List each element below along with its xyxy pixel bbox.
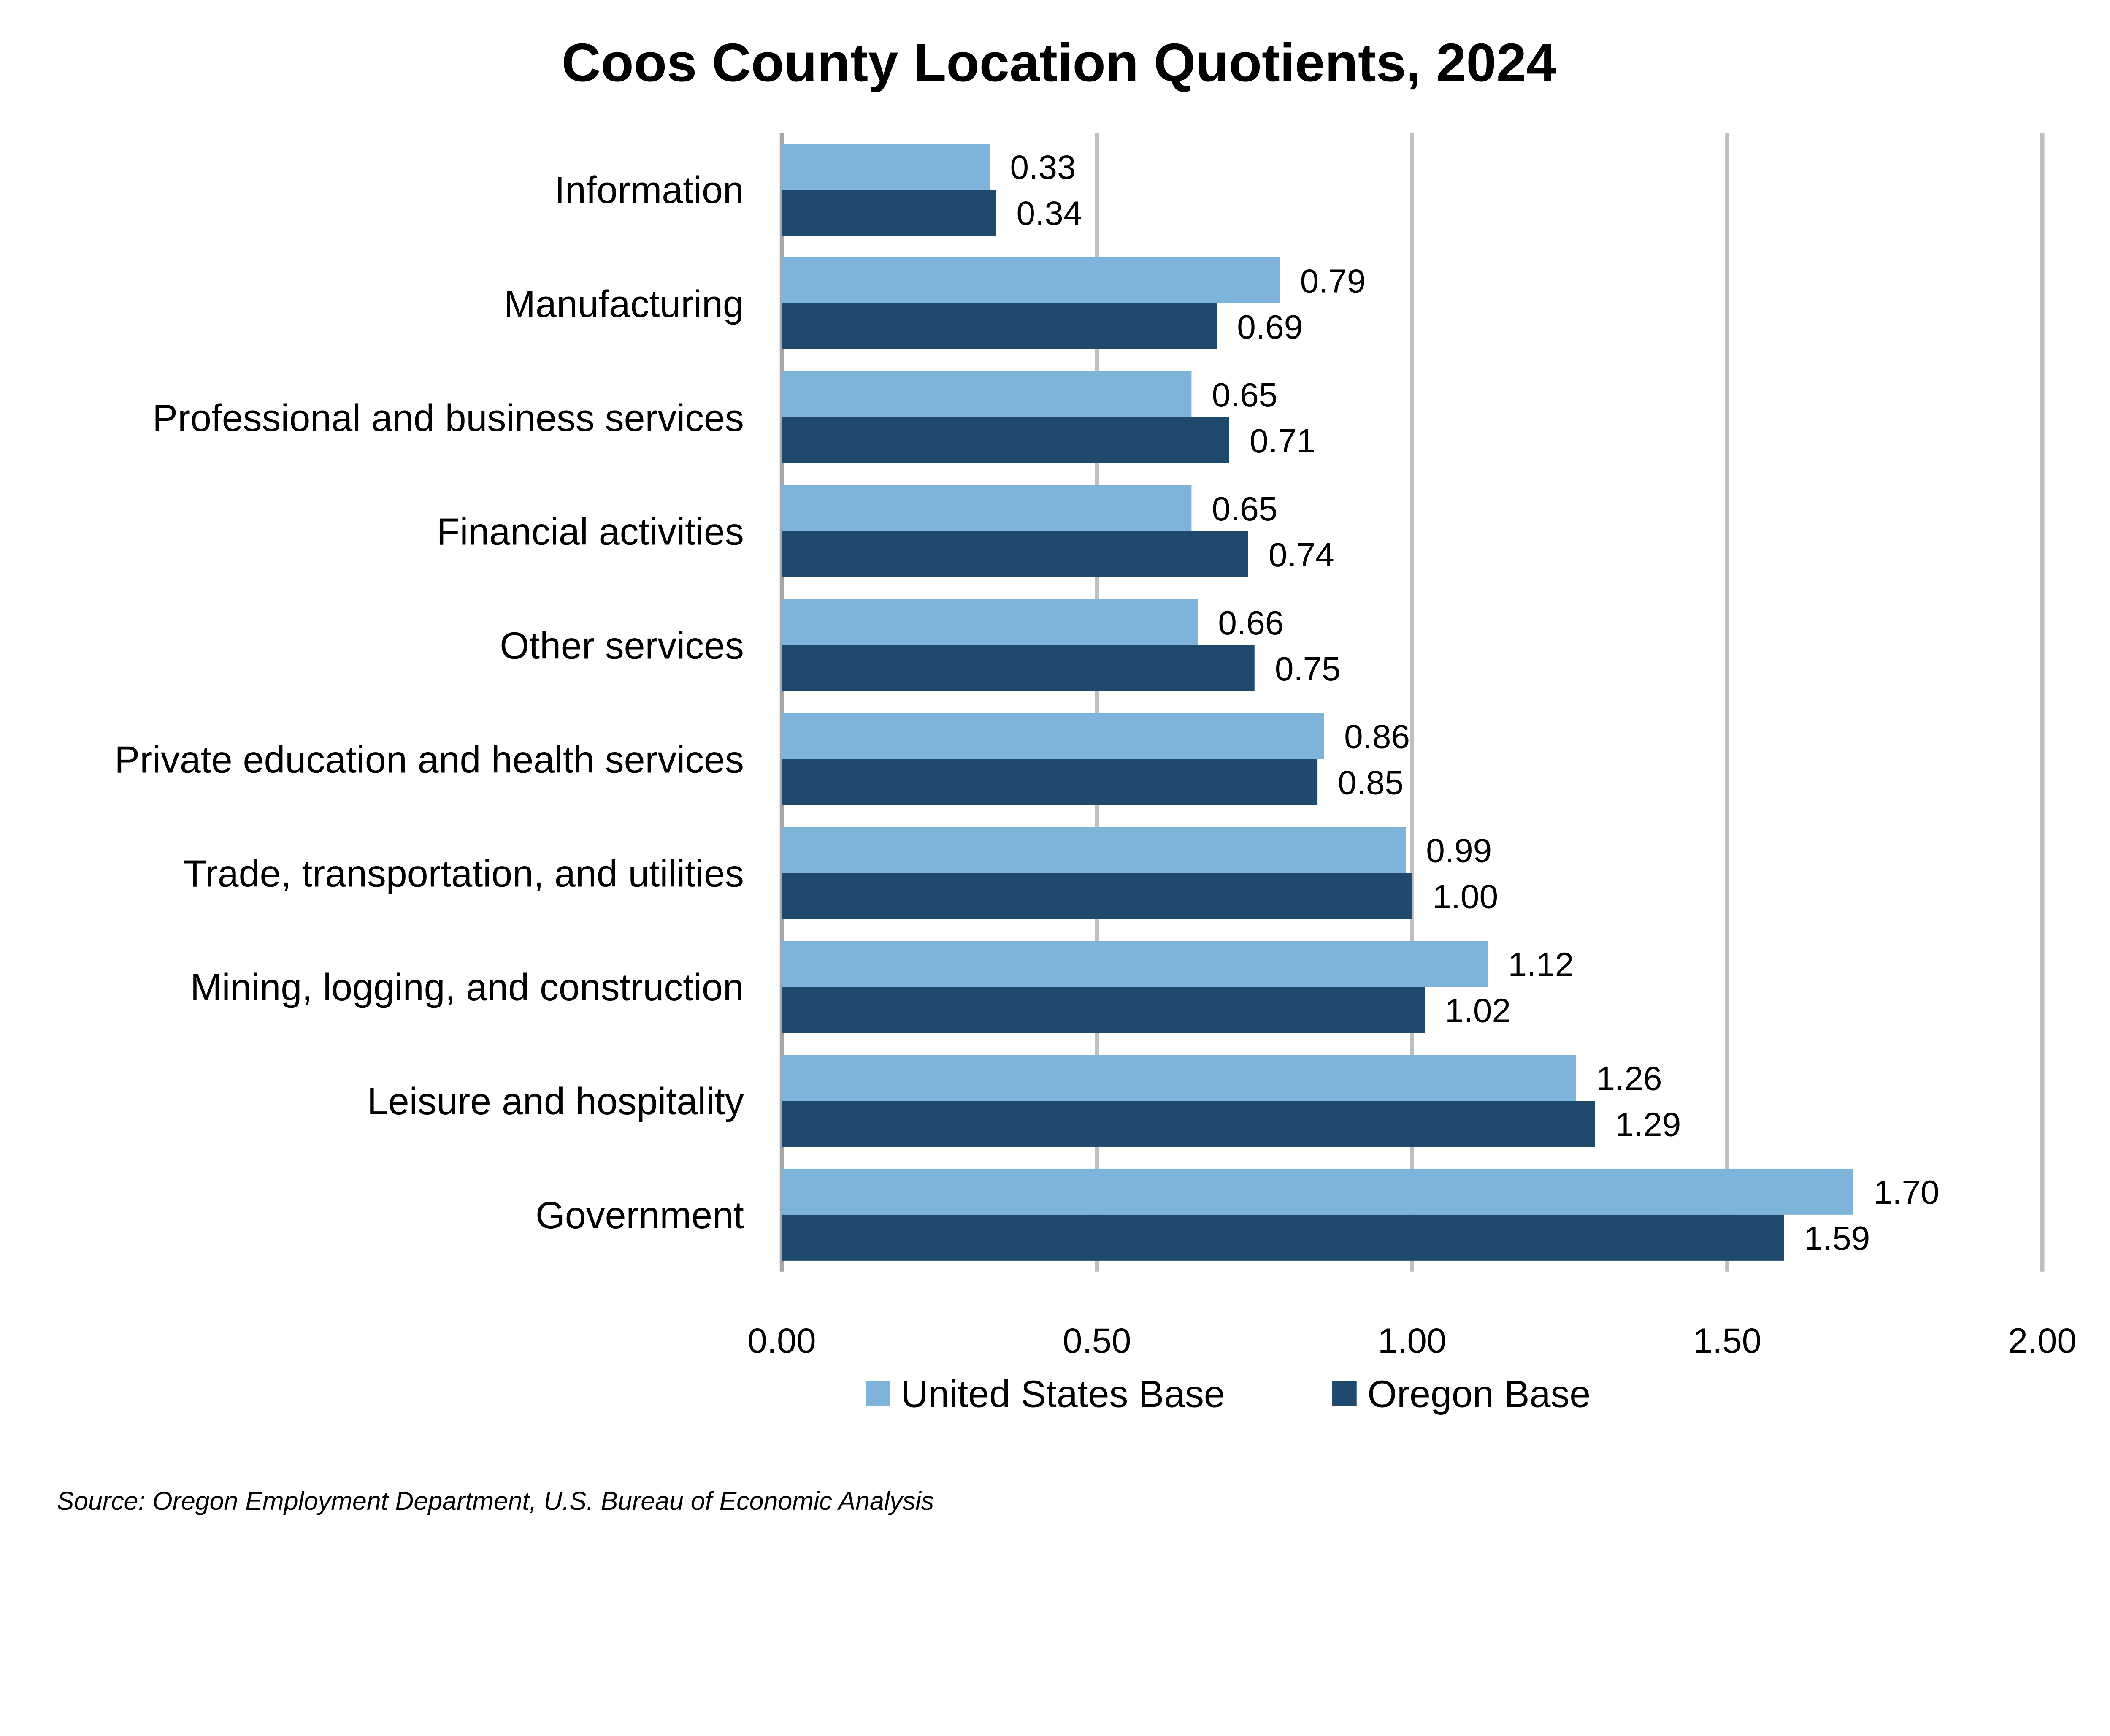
legend-swatch: [866, 1381, 890, 1406]
x-tick-label: 0.50: [1063, 1321, 1131, 1360]
data-label: 1.12: [1508, 945, 1574, 983]
data-label: 0.99: [1426, 831, 1492, 869]
data-label: 0.33: [1010, 148, 1076, 186]
data-label: 0.34: [1016, 194, 1082, 232]
source-note: Source: Oregon Employment Department, U.…: [57, 1487, 934, 1515]
category-label: Leisure and hospitality: [367, 1081, 744, 1123]
legend-swatch: [1332, 1381, 1357, 1406]
data-label: 1.29: [1615, 1105, 1681, 1143]
bar: [782, 759, 1318, 805]
data-label: 0.85: [1338, 764, 1404, 802]
category-label: Information: [555, 169, 744, 211]
data-label: 1.26: [1596, 1059, 1662, 1097]
category-label: Mining, logging, and construction: [190, 967, 744, 1009]
data-label: 1.00: [1432, 877, 1498, 915]
bar: [782, 987, 1425, 1033]
category-label: Manufacturing: [504, 283, 744, 325]
data-label: 0.71: [1250, 422, 1315, 460]
x-tick-label: 2.00: [2008, 1321, 2077, 1360]
data-label: 0.69: [1237, 308, 1303, 346]
category-label: Professional and business services: [152, 397, 744, 439]
category-label: Private education and health services: [114, 739, 744, 781]
data-label: 0.74: [1269, 536, 1334, 574]
data-label: 0.79: [1300, 262, 1366, 300]
bar: [782, 144, 990, 190]
data-label: 1.02: [1445, 991, 1511, 1029]
bar: [782, 531, 1248, 577]
bar-chart: Coos County Location Quotients, 2024 0.3…: [57, 32, 2077, 1515]
bar: [782, 645, 1255, 691]
category-label: Government: [536, 1194, 744, 1237]
bar: [782, 371, 1192, 417]
bar: [782, 1168, 1853, 1215]
bar: [782, 417, 1230, 463]
x-tick-label: 1.00: [1378, 1321, 1446, 1360]
data-label: 0.86: [1344, 718, 1410, 756]
bar: [782, 485, 1192, 531]
bar: [782, 941, 1488, 987]
legend-label: United States Base: [901, 1373, 1225, 1415]
x-tick-label: 0.00: [747, 1321, 816, 1360]
bar: [782, 599, 1198, 645]
bar: [782, 1214, 1784, 1261]
bar: [782, 873, 1412, 919]
bar: [782, 827, 1406, 873]
bar: [782, 1055, 1576, 1101]
data-label: 1.70: [1874, 1173, 1940, 1211]
data-label: 0.65: [1212, 490, 1277, 528]
legend-label: Oregon Base: [1367, 1373, 1591, 1415]
data-label: 0.75: [1275, 650, 1341, 688]
category-label: Financial activities: [437, 511, 744, 553]
category-label: Trade, transportation, and utilities: [183, 853, 744, 895]
chart-title: Coos County Location Quotients, 2024: [562, 32, 1556, 93]
bar: [782, 303, 1217, 349]
x-tick-label: 1.50: [1693, 1321, 1761, 1360]
data-label: 0.65: [1212, 376, 1277, 414]
bar: [782, 257, 1280, 303]
bar: [782, 190, 996, 236]
category-label: Other services: [500, 625, 744, 667]
data-label: 1.59: [1804, 1219, 1870, 1257]
data-label: 0.66: [1218, 604, 1284, 642]
bar: [782, 713, 1324, 759]
bar: [782, 1101, 1595, 1147]
